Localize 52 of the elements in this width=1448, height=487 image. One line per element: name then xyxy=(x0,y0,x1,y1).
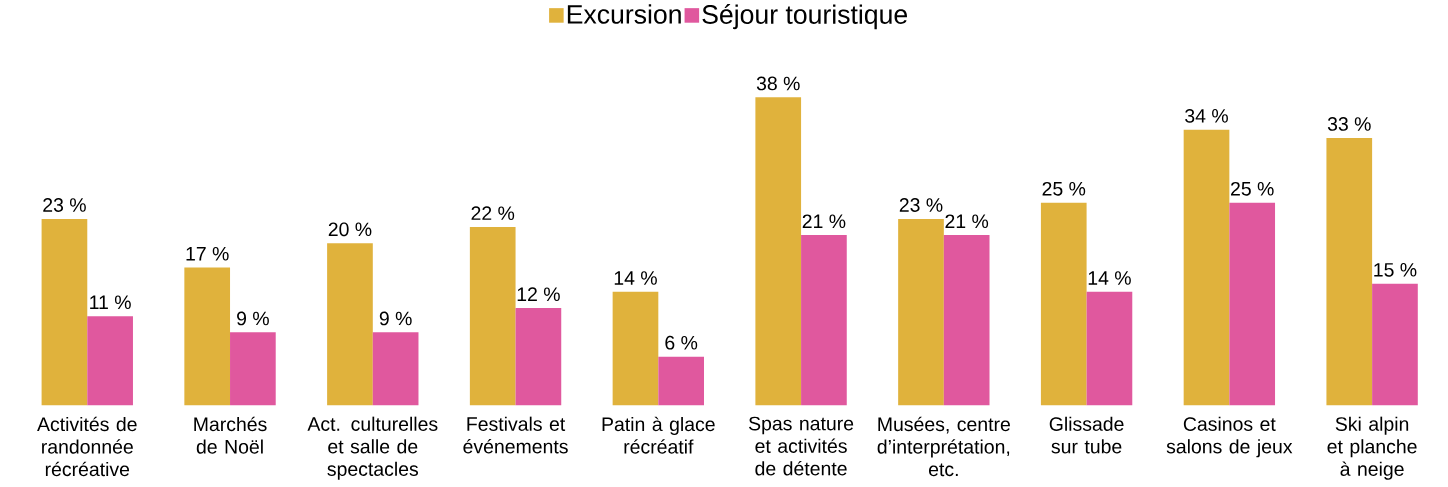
data-label: 9 % xyxy=(379,311,412,326)
x-tick-label: Musées, centre d’interprétation, etc. xyxy=(877,416,1010,477)
bar xyxy=(1086,292,1133,406)
bar xyxy=(1229,202,1276,406)
data-label: 21 % xyxy=(945,214,989,229)
x-tick-label: Casinos et salons de jeux xyxy=(1166,416,1293,458)
data-label: 9 % xyxy=(237,311,269,326)
data-label: 12 % xyxy=(517,287,560,302)
bar xyxy=(755,97,802,406)
bar xyxy=(658,356,704,406)
x-tick-label: Marchés de Noël xyxy=(194,416,267,454)
data-label: 21 % xyxy=(802,214,846,229)
bar xyxy=(1040,202,1087,406)
x-tick-label: Festivals et événements xyxy=(463,416,568,454)
x-tick-label: Patin à glace récréatif xyxy=(602,416,715,454)
legend-label: Excursion xyxy=(567,4,681,24)
data-label: 34 % xyxy=(1185,109,1228,123)
data-label: 15 % xyxy=(1374,263,1417,277)
data-label: 25 % xyxy=(1231,182,1274,196)
bar xyxy=(184,267,231,406)
data-label: 23 % xyxy=(43,198,86,213)
x-tick-label: Glissade sur tube xyxy=(1049,416,1124,454)
bar xyxy=(943,235,990,406)
x-tick-label: Act. culturelles et salle de spectacles xyxy=(307,416,438,480)
data-label: 17 % xyxy=(186,247,229,261)
bar xyxy=(1372,283,1418,406)
data-label: 20 % xyxy=(328,222,372,237)
bar xyxy=(87,316,133,406)
data-label: 14 % xyxy=(614,271,657,285)
bar xyxy=(1183,129,1230,406)
data-label: 38 % xyxy=(756,76,800,91)
x-tick-label: Spas nature et activités de détente xyxy=(748,416,854,476)
x-tick-label: Activités de randonnée récréative xyxy=(37,416,137,477)
data-label: 6 % xyxy=(665,336,698,350)
bar xyxy=(230,332,276,406)
bar xyxy=(41,219,88,406)
bar xyxy=(612,292,659,406)
bar xyxy=(327,243,373,406)
data-label: 33 % xyxy=(1327,117,1371,132)
bar xyxy=(469,227,516,406)
bar xyxy=(898,219,944,406)
legend-label: Séjour touristique xyxy=(702,4,907,30)
data-label: 14 % xyxy=(1088,271,1131,285)
bar xyxy=(515,308,562,406)
data-label: 25 % xyxy=(1042,182,1086,196)
bar xyxy=(1326,138,1373,406)
data-label: 22 % xyxy=(471,206,515,221)
x-tick-label: Ski alpin et planche à neige xyxy=(1327,416,1417,480)
data-label: 23 % xyxy=(899,198,943,213)
data-label: 11 % xyxy=(90,295,131,310)
bar xyxy=(372,332,419,406)
bar xyxy=(801,235,847,406)
